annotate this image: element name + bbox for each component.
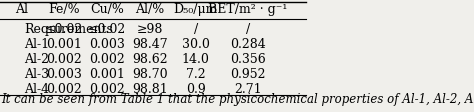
- Text: 0.001: 0.001: [89, 68, 125, 81]
- Text: 0.356: 0.356: [230, 53, 266, 66]
- Text: 14.0: 14.0: [182, 53, 210, 66]
- Text: Al-2: Al-2: [25, 53, 49, 66]
- Text: 98.47: 98.47: [132, 38, 168, 51]
- Text: Requirements: Requirements: [25, 23, 113, 36]
- Text: Al-3: Al-3: [25, 68, 50, 81]
- Text: ≤0.02: ≤0.02: [45, 23, 83, 36]
- Text: 2.71: 2.71: [234, 83, 262, 96]
- Text: BET/m² · g⁻¹: BET/m² · g⁻¹: [208, 3, 288, 16]
- Text: 30.0: 30.0: [182, 38, 210, 51]
- Text: Fe/%: Fe/%: [48, 3, 80, 16]
- Text: 0.002: 0.002: [46, 83, 82, 96]
- Text: /: /: [246, 23, 250, 36]
- Text: 0.952: 0.952: [230, 68, 265, 81]
- Text: Al: Al: [15, 3, 28, 16]
- Text: 98.70: 98.70: [132, 68, 168, 81]
- Text: 0.002: 0.002: [89, 83, 125, 96]
- Text: 0.003: 0.003: [46, 68, 82, 81]
- Text: 0.284: 0.284: [230, 38, 266, 51]
- Text: Cu/%: Cu/%: [90, 3, 124, 16]
- Text: ≤0.02: ≤0.02: [88, 23, 126, 36]
- Text: Al/%: Al/%: [135, 3, 164, 16]
- Text: 0.002: 0.002: [89, 53, 125, 66]
- Text: /: /: [194, 23, 198, 36]
- Text: 98.81: 98.81: [132, 83, 168, 96]
- Text: 0.002: 0.002: [46, 53, 82, 66]
- Text: 0.001: 0.001: [46, 38, 82, 51]
- Text: 7.2: 7.2: [186, 68, 206, 81]
- Text: Al-4: Al-4: [25, 83, 50, 96]
- Text: D₅₀/μm: D₅₀/μm: [173, 3, 218, 16]
- Text: ≥98: ≥98: [137, 23, 163, 36]
- Text: 0.9: 0.9: [186, 83, 206, 96]
- Text: 0.003: 0.003: [89, 38, 125, 51]
- Text: Al-1: Al-1: [25, 38, 50, 51]
- Text: It can be seen from Table 1 that the physicochemical properties of Al-1, Al-2, A: It can be seen from Table 1 that the phy…: [1, 93, 474, 106]
- Text: 98.62: 98.62: [132, 53, 168, 66]
